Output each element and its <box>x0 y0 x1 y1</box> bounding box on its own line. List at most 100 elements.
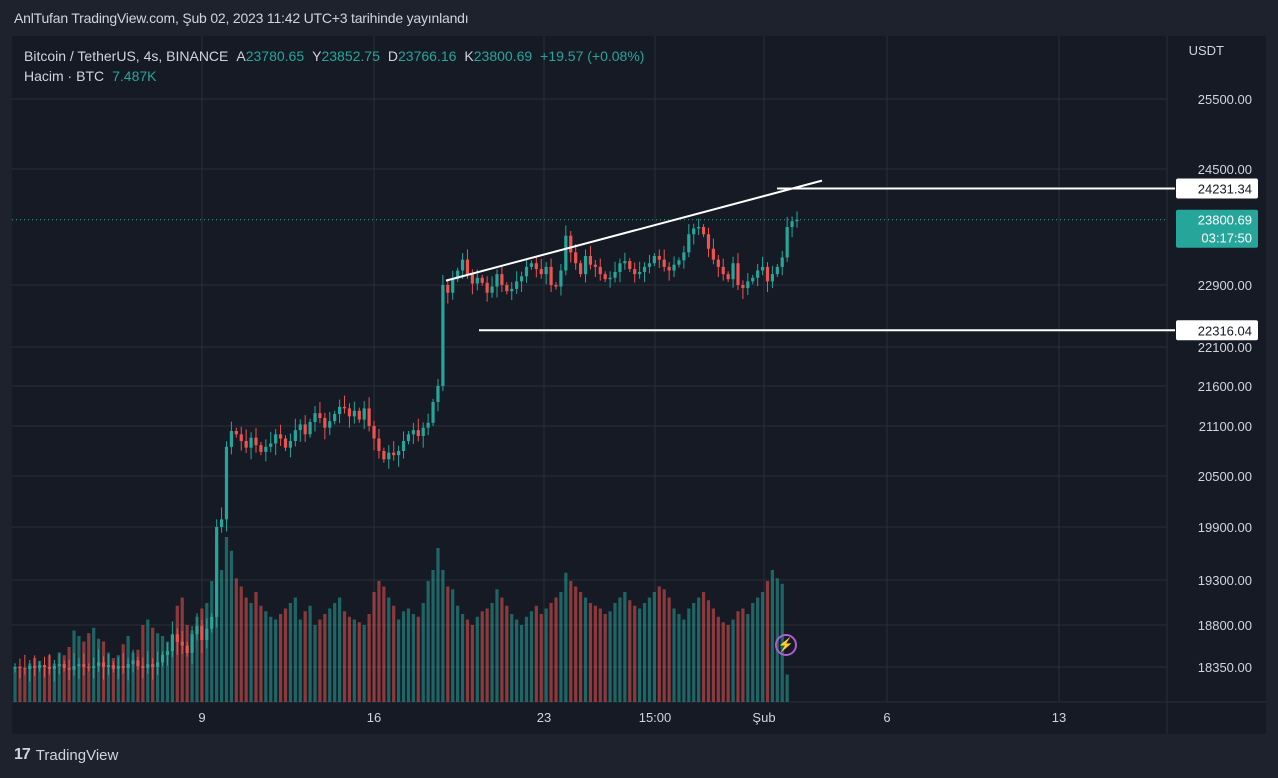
tradingview-logo-icon: 17 <box>14 746 31 763</box>
volume-bar <box>160 636 165 702</box>
candle-body <box>382 451 386 460</box>
volume-bar <box>736 611 740 702</box>
volume-bar <box>288 603 293 702</box>
volume-bar <box>687 608 691 702</box>
candle-body <box>559 270 563 287</box>
price-tick-label: 20500.00 <box>1198 469 1252 484</box>
candle-body <box>460 259 465 271</box>
volume-bar <box>239 586 243 702</box>
candle-body <box>662 259 666 267</box>
volume-bar <box>116 655 120 702</box>
candlestick-chart[interactable]: 25500.00 24500.00 22900.00 22100.00 21600.00… <box>12 36 1266 734</box>
volume-bar <box>318 619 322 702</box>
volume-bar <box>721 622 725 702</box>
candle-body <box>269 443 273 447</box>
candle-body <box>677 260 681 265</box>
candle-body <box>219 519 224 527</box>
candle-body <box>377 438 381 451</box>
volume-bar <box>210 581 214 702</box>
candle-body <box>436 386 440 402</box>
volume-bar <box>338 597 342 702</box>
price-label-value: 22316.04 <box>1198 323 1252 338</box>
volume-bar <box>101 641 106 702</box>
volume-bar <box>126 636 130 702</box>
candle-body <box>647 263 652 267</box>
candle-body <box>426 422 430 428</box>
time-tick-label: 23 <box>537 710 551 725</box>
candle-body <box>416 430 420 436</box>
candle-body <box>362 408 366 420</box>
candle-body <box>441 285 445 386</box>
legend-volume-row: Hacim · BTC 7.487K <box>24 66 644 86</box>
countdown-value: 03:17:50 <box>1201 231 1252 246</box>
candle-body <box>760 266 765 271</box>
volume-bar <box>18 666 22 702</box>
volume-bar <box>711 608 715 702</box>
volume-bar <box>62 655 66 702</box>
candle-body <box>510 288 514 292</box>
volume-bar <box>229 550 234 702</box>
volume-bar <box>219 570 224 702</box>
volume-bar <box>52 663 56 702</box>
volume-bar <box>770 570 775 702</box>
volume-bar <box>406 608 411 702</box>
volume-bar <box>215 542 219 702</box>
volume-bar <box>382 586 386 702</box>
legend-symbol[interactable]: Bitcoin / TetherUS, 4s, BINANCE <box>24 48 229 64</box>
price-tick-label: 21600.00 <box>1198 379 1252 394</box>
volume-bar <box>549 603 553 702</box>
candle-body <box>780 257 784 267</box>
volume-bar <box>598 608 602 702</box>
volume-bar <box>706 600 711 702</box>
candle-body <box>446 285 450 293</box>
volume-bar <box>298 619 302 702</box>
candle-body <box>618 263 622 272</box>
volume-bar <box>347 616 352 702</box>
volume-bar <box>342 611 347 702</box>
candle-body <box>342 406 347 409</box>
candle-body <box>224 446 229 520</box>
currency-label[interactable]: USDT <box>1188 43 1224 58</box>
candle-body <box>23 667 27 669</box>
candle-body <box>574 252 578 264</box>
candle-body <box>456 270 460 280</box>
candle-body <box>697 227 701 229</box>
candle-body <box>529 263 534 267</box>
volume-bar <box>200 608 204 702</box>
volume-bar <box>259 605 263 702</box>
candle-body <box>751 277 755 282</box>
volume-bar <box>392 605 396 702</box>
legend-volume-label[interactable]: Hacim · BTC <box>24 68 105 84</box>
volume-bar <box>170 647 174 702</box>
volume-bar <box>411 614 415 702</box>
price-tick-label: 24500.00 <box>1198 162 1252 177</box>
volume-bar <box>495 589 499 702</box>
volume-bar <box>82 641 86 702</box>
candle-body <box>313 413 317 422</box>
volume-bar <box>195 616 199 702</box>
candle-body <box>421 427 425 436</box>
volume-bar <box>608 611 612 702</box>
volume-bar <box>652 592 656 702</box>
candle-body <box>328 421 332 428</box>
legend-close: 23800.69 <box>473 48 533 64</box>
chart-panel[interactable]: 25500.00 24500.00 22900.00 22100.00 21600.00… <box>12 36 1266 734</box>
candle-body <box>736 263 740 285</box>
candle-body <box>254 437 258 446</box>
volume-bar <box>131 652 135 702</box>
footer-branding[interactable]: 17 TradingView <box>14 746 118 764</box>
candle-body <box>338 406 342 414</box>
volume-bar <box>274 619 278 702</box>
publish-header: AnlTufan TradingView.com, Şub 02, 2023 1… <box>14 10 469 26</box>
volume-bar <box>490 603 494 702</box>
candle-body <box>274 434 278 444</box>
candle-body <box>554 285 558 287</box>
candle-body <box>775 266 779 275</box>
candle-body <box>347 408 352 417</box>
volume-bar <box>657 586 661 702</box>
lightning-icon[interactable]: ⚡ <box>775 634 797 656</box>
volume-bar <box>57 652 61 702</box>
footer-brand-text: TradingView <box>35 746 119 764</box>
last-price-box <box>1176 209 1258 248</box>
volume-bar <box>465 619 470 702</box>
